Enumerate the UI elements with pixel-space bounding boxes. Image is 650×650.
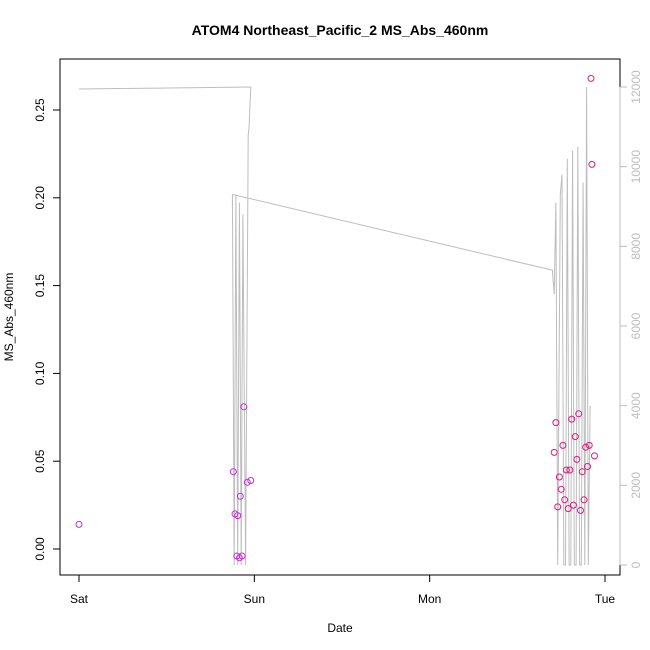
scatter-point	[561, 496, 569, 504]
y-axis-left: 0.00 0.05 0.10 0.15 0.20 0.25	[33, 98, 61, 561]
y-tick-label: 0.20	[33, 186, 47, 210]
x-tick-label: Sat	[70, 592, 89, 606]
scatter-point	[243, 478, 251, 486]
line-series	[78, 86, 591, 566]
x-axis: Sat Sun Mon Tue	[70, 574, 616, 606]
y-tick-label: 0.25	[33, 98, 47, 122]
scatter-point	[568, 415, 576, 423]
y2-tick-label: 10000	[629, 150, 643, 184]
plot-area	[59, 58, 621, 576]
y-tick-label: 0.15	[33, 274, 47, 298]
scatter-point	[562, 466, 570, 474]
y-tick-label: 0.05	[33, 449, 47, 473]
scatter-point	[236, 492, 244, 500]
scatter-point	[591, 452, 598, 460]
y2-tick-label: 6000	[629, 312, 643, 339]
scatter-point	[584, 463, 591, 470]
scatter-point	[555, 473, 563, 481]
scatter-point	[554, 503, 562, 511]
scatter-point	[575, 410, 583, 418]
scatter-point	[559, 441, 567, 449]
scatter-point	[573, 455, 581, 463]
y2-tick-label: 0	[629, 561, 643, 568]
x-tick-label: Tue	[595, 592, 616, 606]
x-axis-label: Date	[327, 621, 353, 635]
scatter-point	[585, 441, 593, 449]
scatter-point	[577, 506, 584, 514]
scatter-point	[580, 496, 588, 504]
y-axis-label: MS_Abs_460nm	[2, 273, 16, 362]
scatter-point	[587, 74, 595, 82]
scatter-point	[75, 520, 83, 528]
scatter-point	[557, 485, 565, 493]
scatter-point	[247, 477, 255, 484]
scatter-point	[569, 501, 577, 509]
scatter-point	[550, 448, 558, 456]
scatter-series	[75, 74, 598, 562]
scatter-point	[566, 466, 574, 474]
y2-tick-label: 2000	[629, 472, 643, 499]
scatter-point	[588, 160, 596, 168]
x-tick-label: Sun	[244, 592, 265, 606]
scatter-point	[238, 552, 246, 560]
y2-tick-label: 12000	[629, 70, 643, 104]
y2-tick-label: 8000	[629, 233, 643, 260]
scatter-point	[229, 468, 237, 476]
x-tick-label: Mon	[418, 592, 441, 606]
scatter-point	[571, 433, 579, 441]
y2-tick-label: 4000	[629, 392, 643, 419]
chart-title: ATOM4 Northeast_Pacific_2 MS_Abs_460nm	[192, 22, 489, 38]
scatter-point	[564, 505, 572, 513]
y-tick-label: 0.10	[33, 361, 47, 385]
scatter-point	[234, 512, 242, 520]
scatter-point	[578, 468, 586, 476]
scatter-point	[240, 403, 248, 411]
scatter-point	[582, 443, 590, 451]
y-tick-label: 0.00	[33, 537, 47, 561]
line-series-path	[78, 86, 591, 566]
y-axis-right: 0 2000 4000 6000 8000 10000 12000	[619, 70, 643, 568]
scatter-point	[552, 419, 560, 427]
